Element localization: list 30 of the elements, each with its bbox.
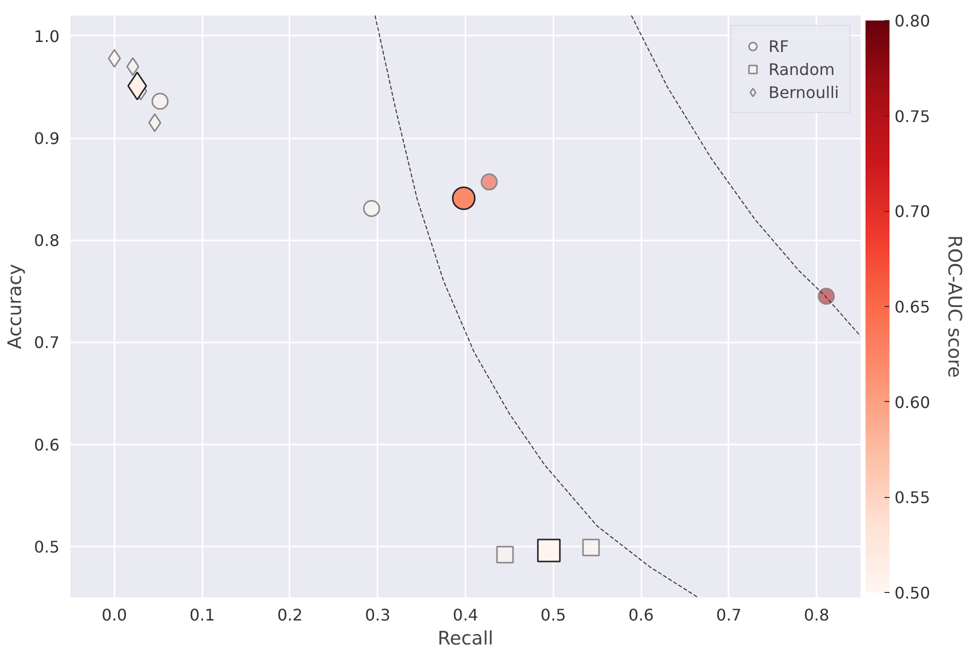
y-tick-label: 0.6 [34, 435, 60, 454]
color-bar-label: 0.55 [894, 488, 930, 508]
line-series [374, 16, 699, 598]
x-tick-label: 0.0 [102, 606, 128, 624]
x-tick-label: 0.1 [189, 606, 215, 624]
x-tick-label: 0.6 [628, 606, 654, 624]
x-tick-label: 0.3 [365, 606, 390, 624]
y-tick-label: 1.0 [34, 26, 60, 46]
legend-label: Bernoulli [768, 82, 839, 102]
y-tick-label: 0.8 [34, 231, 60, 250]
x-tick-label: 0.2 [277, 606, 303, 624]
color-bar-label: 0.60 [894, 392, 930, 412]
x-tick-label: 0.4 [452, 606, 478, 624]
color-bar-label: 0.70 [894, 202, 930, 222]
y-axis-title: Accuracy [5, 264, 26, 350]
color-bar-title: ROC-AUC score [944, 235, 964, 378]
legend-label: Random [768, 60, 835, 78]
x-tick-label: 0.7 [716, 606, 742, 624]
y-tick-label: 0.5 [34, 537, 60, 556]
y-tick-label: 0.7 [34, 333, 60, 352]
y-tick-label: 0.9 [34, 129, 60, 148]
legend-label: RF [768, 36, 789, 56]
x-tick-label: 0.5 [540, 606, 566, 624]
x-axis-title: Recall [438, 628, 494, 650]
color-bar-label: 0.65 [894, 298, 930, 316]
color-bar-label: 0.50 [894, 584, 930, 602]
color-bar-label: 0.80 [894, 12, 930, 30]
color-bar-label: 0.75 [894, 106, 930, 126]
x-tick-label: 0.8 [804, 606, 830, 624]
line-series [630, 16, 860, 337]
